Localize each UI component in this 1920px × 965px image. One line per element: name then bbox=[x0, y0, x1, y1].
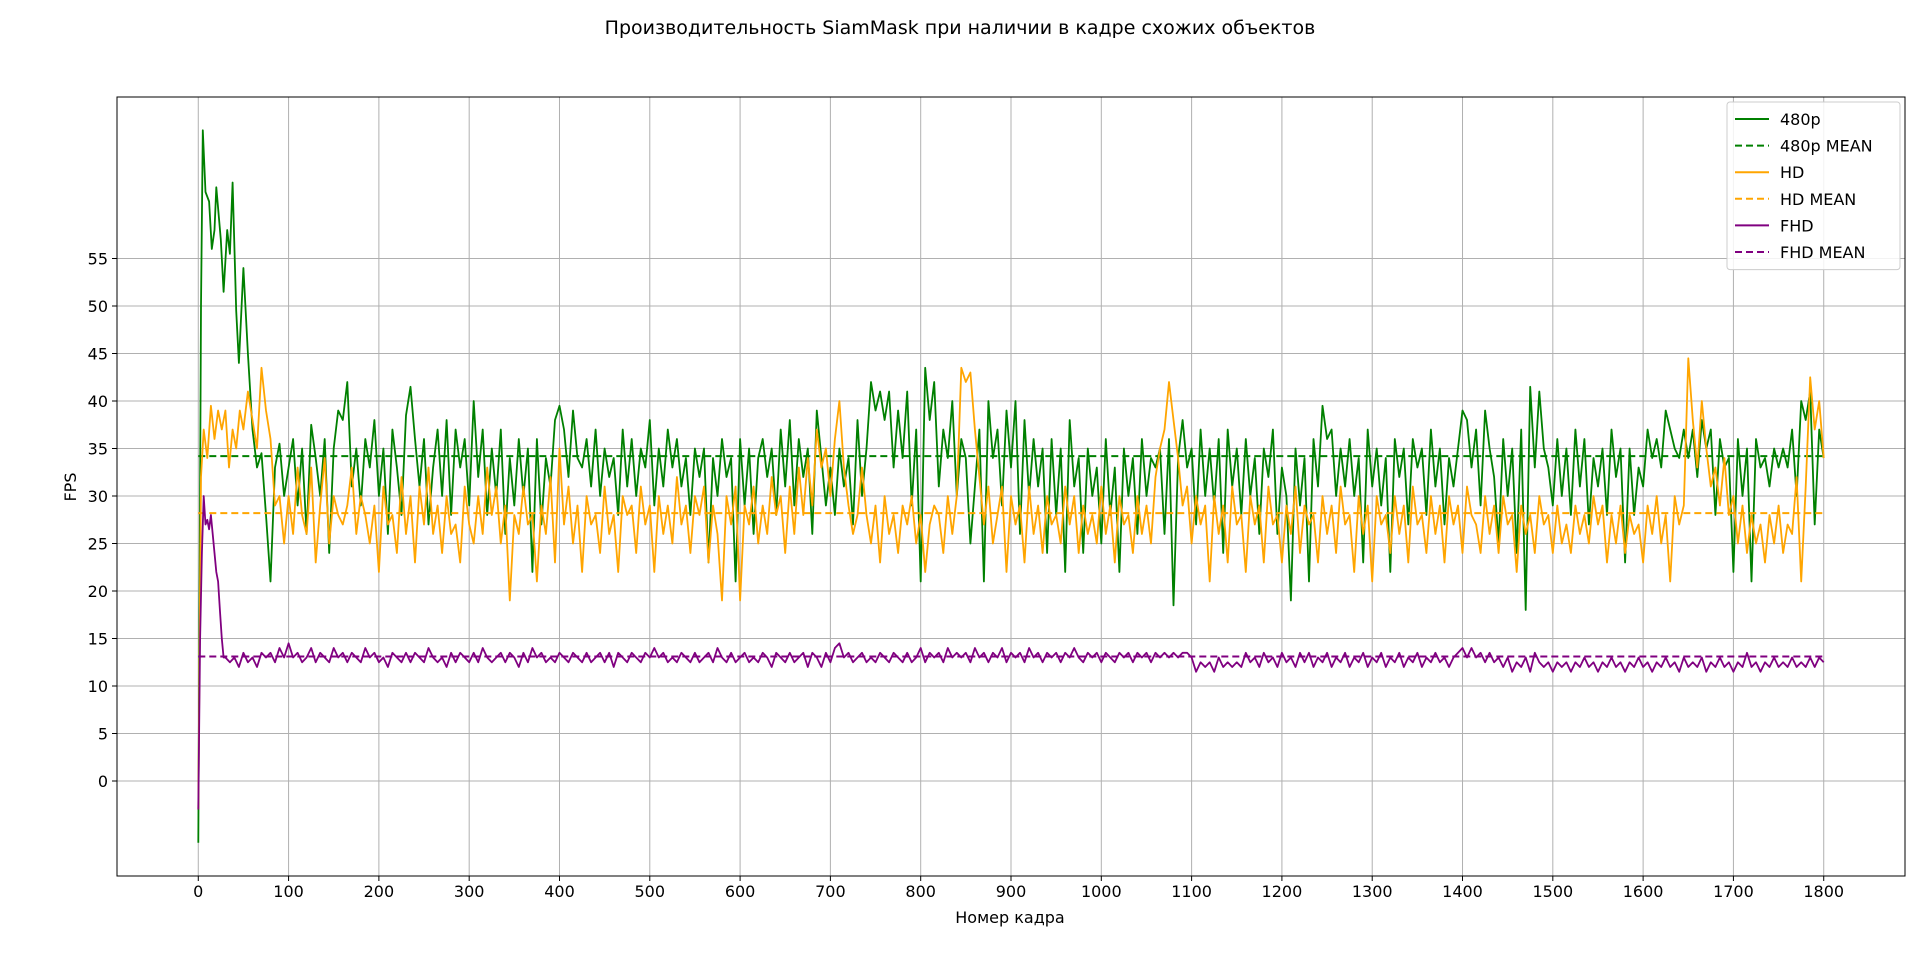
x-tick-label: 600 bbox=[725, 882, 756, 901]
y-tick-label: 30 bbox=[88, 487, 108, 506]
x-tick-label: 1500 bbox=[1532, 882, 1573, 901]
series-hd-line bbox=[197, 357, 1825, 810]
x-tick-label: 1600 bbox=[1623, 882, 1664, 901]
y-tick-label: 20 bbox=[88, 582, 108, 601]
y-tick-label: 15 bbox=[88, 630, 108, 649]
x-tick-label: 800 bbox=[905, 882, 936, 901]
grid bbox=[117, 97, 1905, 876]
series-fhd-line bbox=[197, 495, 1825, 810]
y-tick-label: 35 bbox=[88, 440, 108, 459]
x-tick-label: 100 bbox=[273, 882, 304, 901]
x-tick-label: 1800 bbox=[1803, 882, 1844, 901]
legend-label: 480p MEAN bbox=[1780, 137, 1873, 156]
series-480p-line bbox=[197, 129, 1825, 843]
x-tick-label: 1300 bbox=[1352, 882, 1393, 901]
legend-label: HD MEAN bbox=[1780, 190, 1856, 209]
y-axis-label: FPS bbox=[61, 472, 80, 501]
chart-title: Производительность SiamMask при наличии … bbox=[605, 17, 1316, 39]
y-tick-label: 5 bbox=[98, 725, 108, 744]
x-tick-label: 500 bbox=[635, 882, 666, 901]
legend-label: HD bbox=[1780, 163, 1804, 182]
x-tick-label: 1100 bbox=[1171, 882, 1212, 901]
x-tick-label: 1200 bbox=[1262, 882, 1303, 901]
legend-box bbox=[1726, 101, 1901, 271]
x-tick-label: 0 bbox=[193, 882, 203, 901]
x-axis-label: Номер кадра bbox=[955, 908, 1064, 927]
y-tick-label: 55 bbox=[88, 250, 108, 269]
x-tick-label: 200 bbox=[364, 882, 395, 901]
y-tick-label: 10 bbox=[88, 677, 108, 696]
y-tick-label: 0 bbox=[98, 772, 108, 791]
legend: 480p 480p MEAN HD HD MEAN FHD FHD MEAN bbox=[1726, 101, 1901, 271]
y-tick-label: 40 bbox=[88, 392, 108, 411]
legend-label: FHD MEAN bbox=[1780, 243, 1865, 262]
x-tick-label: 1700 bbox=[1713, 882, 1754, 901]
legend-label: 480p bbox=[1780, 110, 1821, 129]
axis-ticks: 0 100 200 300 400 500 600 700 800 900 1000 1100 1200… bbox=[88, 250, 1844, 902]
x-tick-label: 1000 bbox=[1081, 882, 1122, 901]
x-tick-label: 1400 bbox=[1442, 882, 1483, 901]
x-tick-label: 400 bbox=[544, 882, 575, 901]
y-tick-label: 25 bbox=[88, 535, 108, 554]
x-tick-label: 900 bbox=[996, 882, 1027, 901]
x-tick-label: 300 bbox=[454, 882, 485, 901]
legend-label: FHD bbox=[1780, 216, 1814, 235]
y-tick-label: 45 bbox=[88, 345, 108, 364]
x-tick-label: 700 bbox=[815, 882, 846, 901]
series-lines bbox=[197, 129, 1825, 843]
y-tick-label: 50 bbox=[88, 297, 108, 316]
